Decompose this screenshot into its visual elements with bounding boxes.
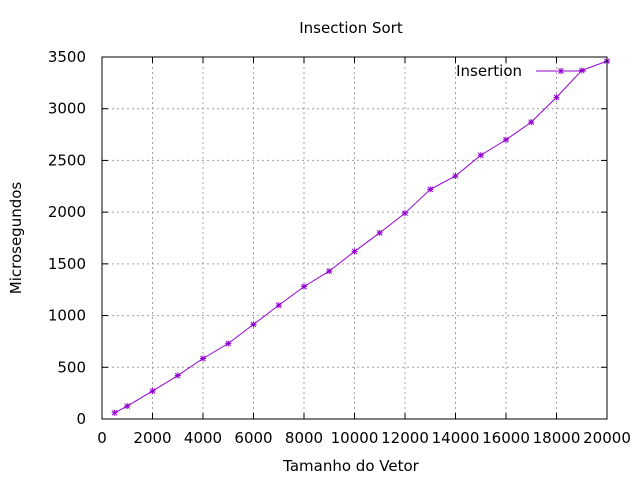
data-point bbox=[200, 355, 206, 362]
y-axis-label: Microsegundos bbox=[7, 182, 25, 295]
data-point bbox=[351, 248, 358, 255]
x-tick-label: 16000 bbox=[482, 429, 530, 447]
series-line-0 bbox=[114, 60, 608, 414]
legend-marker bbox=[558, 68, 564, 74]
grid bbox=[102, 57, 607, 419]
data-point bbox=[174, 372, 181, 379]
chart-title: Insection Sort bbox=[299, 19, 403, 37]
y-tick-labels: 0 500 1000 1500 2000 2500 3000 3500 bbox=[48, 48, 86, 428]
data-point bbox=[528, 119, 535, 126]
legend: Insertion bbox=[456, 62, 586, 80]
x-tick-label: 4000 bbox=[184, 429, 222, 447]
data-point bbox=[326, 268, 333, 275]
x-tick-label: 6000 bbox=[234, 429, 272, 447]
x-tick-label: 0 bbox=[97, 429, 107, 447]
x-tick-label: 8000 bbox=[285, 429, 323, 447]
data-point bbox=[250, 321, 257, 328]
y-tick-label: 1500 bbox=[48, 255, 86, 273]
data-point bbox=[275, 302, 282, 309]
y-tick-label: 3000 bbox=[48, 100, 86, 118]
data-point bbox=[503, 136, 509, 143]
x-tick-label: 12000 bbox=[381, 429, 429, 447]
data-point bbox=[477, 152, 484, 159]
x-tick-label: 2000 bbox=[133, 429, 171, 447]
x-tick-labels: 0 2000 4000 6000 8000 10000 12000 14000 16000 180… bbox=[97, 429, 631, 447]
legend-label: Insertion bbox=[456, 62, 522, 80]
y-tick-label: 0 bbox=[76, 410, 86, 428]
data-point bbox=[452, 172, 459, 179]
y-tick-label: 2500 bbox=[48, 151, 86, 169]
data-point bbox=[427, 186, 434, 193]
x-tick-label: 14000 bbox=[432, 429, 480, 447]
data-point bbox=[578, 67, 585, 74]
y-tick-label: 3500 bbox=[48, 48, 86, 66]
x-tick-label: 20000 bbox=[583, 429, 631, 447]
data-point bbox=[553, 94, 560, 101]
data-point bbox=[149, 388, 156, 395]
data-point bbox=[225, 340, 232, 347]
y-tick-label: 500 bbox=[57, 358, 86, 376]
data-point bbox=[376, 229, 383, 236]
x-tick-label: 10000 bbox=[331, 429, 379, 447]
data-point bbox=[301, 283, 307, 290]
axis-ticks bbox=[101, 56, 608, 420]
x-axis-label: Tamanho do Vetor bbox=[282, 457, 419, 475]
data-point bbox=[124, 403, 131, 410]
plot-area bbox=[111, 58, 610, 416]
y-tick-label: 1000 bbox=[48, 307, 86, 325]
y-tick-label: 2000 bbox=[48, 203, 86, 221]
x-tick-label: 18000 bbox=[533, 429, 581, 447]
data-point bbox=[111, 409, 118, 416]
data-point bbox=[402, 210, 408, 217]
